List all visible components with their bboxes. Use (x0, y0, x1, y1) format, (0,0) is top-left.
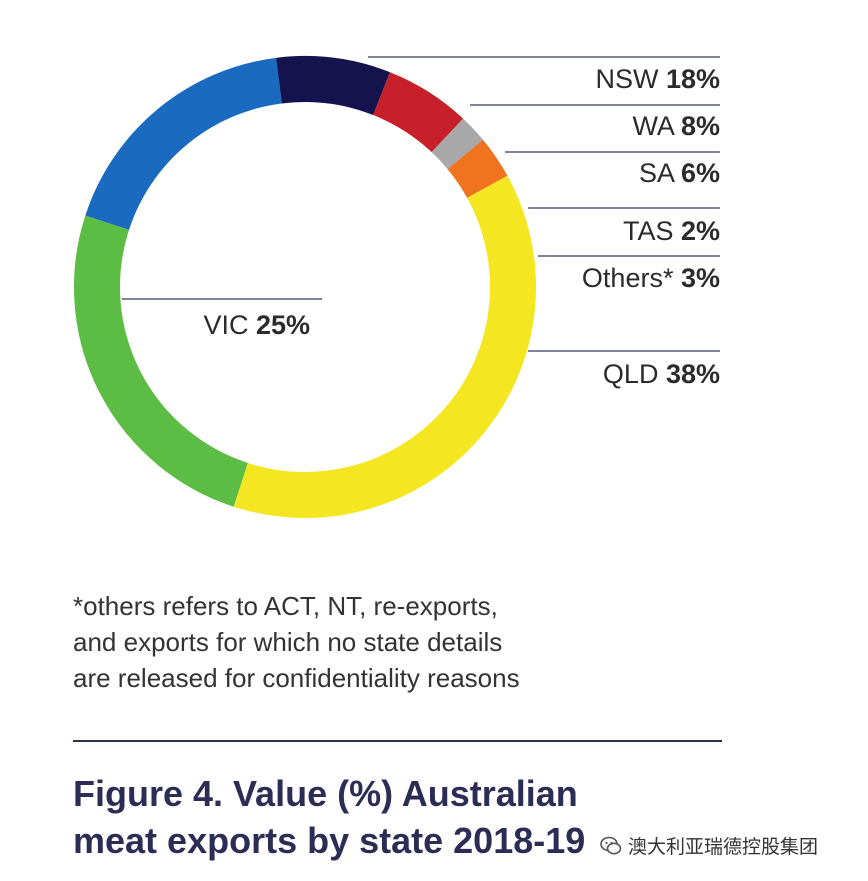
label-qld: QLD 38% (603, 359, 720, 389)
label-value: 18% (666, 64, 720, 94)
label-value: 38% (666, 359, 720, 389)
label-sa: SA 6% (639, 158, 720, 188)
divider (73, 740, 722, 742)
footnote-line-2: and exports for which no state details (73, 627, 503, 657)
label-name: WA (632, 111, 681, 141)
label-name: QLD (603, 359, 666, 389)
slice-nsw (85, 57, 283, 231)
slice-wa (276, 56, 391, 116)
label-tas: TAS 2% (623, 216, 720, 246)
caption-line-2: meat exports by state 2018-19 (73, 820, 586, 861)
label-value: 6% (681, 158, 720, 188)
watermark: 澳大利亚瑞德控股集团 (600, 832, 818, 859)
caption-line-1: Figure 4. Value (%) Australian (73, 773, 578, 814)
footnote: *others refers to ACT, NT, re-exports, a… (73, 588, 713, 696)
footnote-line-1: *others refers to ACT, NT, re-exports, (73, 591, 498, 621)
label-name: NSW (595, 64, 666, 94)
label-vic: VIC 25% (203, 310, 310, 340)
label-value: 8% (681, 111, 720, 141)
label-nsw: NSW 18% (595, 64, 720, 94)
label-value: 2% (681, 216, 720, 246)
watermark-text: 澳大利亚瑞德控股集团 (628, 836, 819, 858)
figure-caption: Figure 4. Value (%) Australian meat expo… (73, 770, 813, 864)
label-value: 3% (681, 263, 720, 293)
label-name: SA (639, 158, 681, 188)
label-name: TAS (623, 216, 681, 246)
donut-slices (74, 56, 536, 518)
label-name: Others* (582, 263, 681, 293)
donut-chart: NSW 18%WA 8%SA 6%TAS 2%Others* 3%QLD 38%… (74, 56, 720, 518)
slice-qld (233, 175, 536, 518)
slice-others (447, 139, 508, 199)
footnote-line-3: are released for confidentiality reasons (73, 663, 520, 693)
label-name: VIC (203, 310, 256, 340)
label-others: Others* 3% (582, 263, 720, 293)
slice-vic (74, 215, 249, 507)
slice-tas (431, 118, 483, 170)
slice-labels: NSW 18%WA 8%SA 6%TAS 2%Others* 3%QLD 38%… (203, 64, 720, 389)
leader-lines (122, 56, 720, 352)
slice-sa (372, 72, 464, 153)
label-value: 25% (256, 310, 310, 340)
label-wa: WA 8% (632, 111, 720, 141)
wechat-icon (600, 836, 622, 854)
